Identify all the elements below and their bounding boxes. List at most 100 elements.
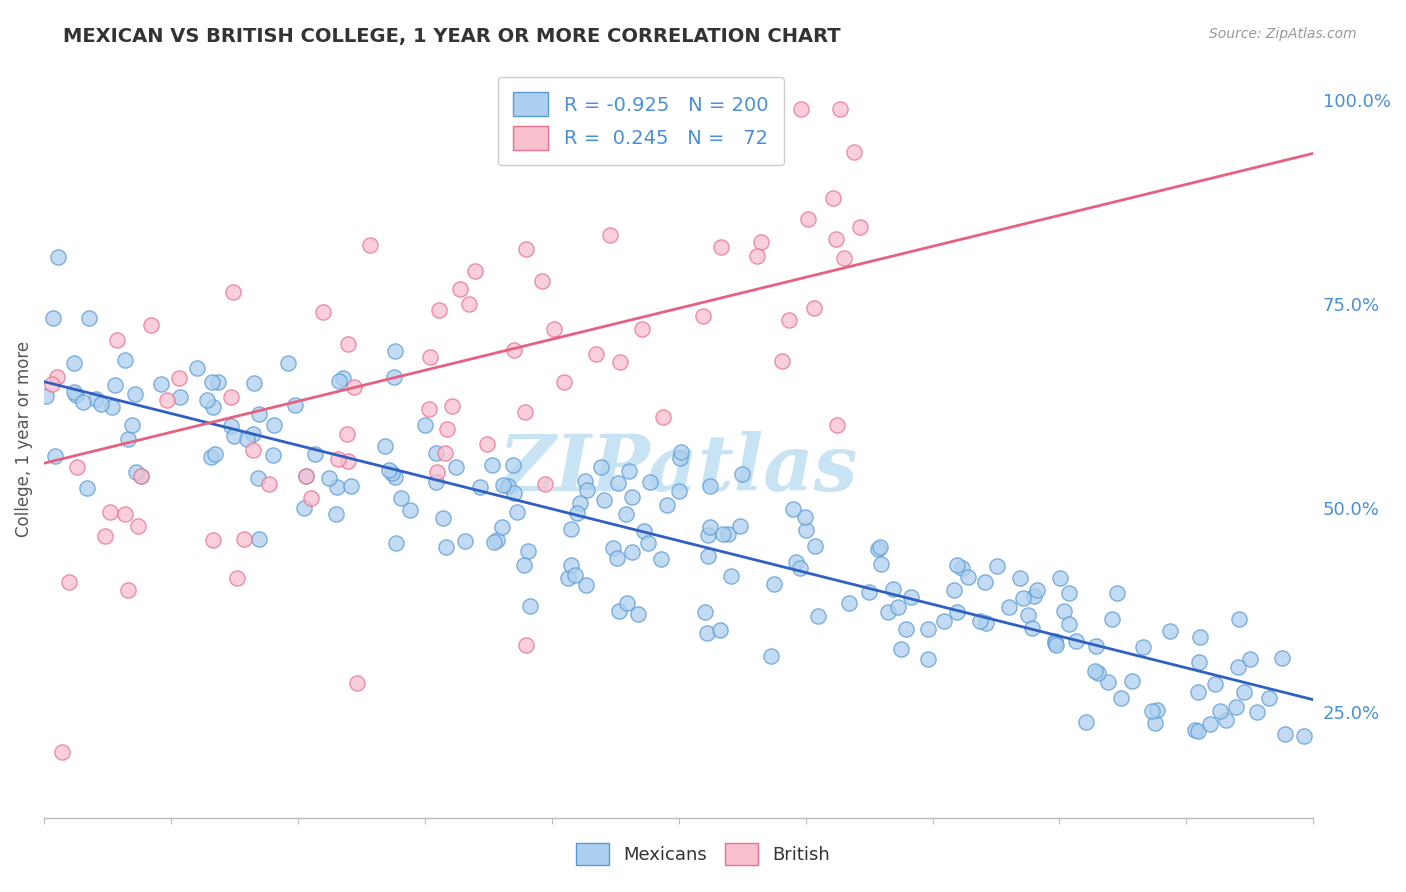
Point [222,429,245,443]
Point [65,388,87,402]
Point [1271,650,1294,665]
Point [534,477,557,491]
Point [384,344,406,359]
Point [633,524,655,538]
Point [127,519,149,533]
Point [63,355,86,369]
Point [1064,634,1087,648]
Point [1087,666,1109,681]
Point [247,532,270,546]
Point [950,561,973,575]
Point [606,475,628,490]
Point [41,377,63,392]
Point [222,285,245,299]
Point [425,446,447,460]
Point [150,377,173,392]
Point [515,638,537,652]
Point [219,391,242,405]
Point [1292,729,1315,743]
Point [900,590,922,604]
Point [458,297,481,311]
Point [328,374,350,388]
Point [242,442,264,457]
Point [804,539,827,553]
Point [896,622,918,636]
Point [838,596,860,610]
Point [444,460,467,475]
Point [384,470,406,484]
Point [869,557,891,571]
Point [129,469,152,483]
Point [710,240,733,254]
Point [695,605,717,619]
Point [468,479,491,493]
Point [943,583,966,598]
Point [1188,630,1211,644]
Point [325,480,347,494]
Point [762,576,785,591]
Point [76,481,98,495]
Point [384,370,406,384]
Point [332,371,354,385]
Y-axis label: College, 1 year or more: College, 1 year or more [15,341,32,537]
Point [124,387,146,401]
Text: ZIPatlas: ZIPatlas [499,431,859,508]
Point [77,310,100,325]
Point [156,392,179,407]
Point [627,607,650,621]
Point [720,569,742,583]
Point [616,596,638,610]
Point [868,541,890,556]
Point [481,458,503,473]
Point [519,599,541,613]
Point [560,522,582,536]
Point [337,454,360,468]
Point [969,614,991,628]
Point [201,533,224,548]
Point [453,533,475,548]
Point [1053,604,1076,618]
Point [513,558,536,573]
Point [385,536,408,550]
Point [1140,704,1163,718]
Point [789,102,811,116]
Point [1187,685,1209,699]
Text: MEXICAN VS BRITISH COLLEGE, 1 YEAR OR MORE CORRELATION CHART: MEXICAN VS BRITISH COLLEGE, 1 YEAR OR MO… [63,27,841,45]
Point [337,337,360,351]
Point [51,745,73,759]
Point [207,375,229,389]
Point [631,321,654,335]
Point [98,505,121,519]
Point [770,354,793,368]
Point [794,509,817,524]
Legend: Mexicans, British: Mexicans, British [567,834,839,874]
Point [246,471,269,485]
Point [42,311,65,326]
Point [620,490,643,504]
Point [84,392,107,407]
Point [236,432,259,446]
Point [564,568,586,582]
Point [247,407,270,421]
Point [832,251,855,265]
Point [304,447,326,461]
Point [696,626,718,640]
Point [169,371,191,385]
Point [589,460,612,475]
Point [44,449,66,463]
Point [433,446,456,460]
Point [62,385,84,400]
Point [515,242,537,256]
Point [94,529,117,543]
Point [90,397,112,411]
Point [503,486,526,500]
Point [973,574,995,589]
Point [1084,665,1107,679]
Point [789,561,811,575]
Point [482,535,505,549]
Point [638,475,661,490]
Point [339,479,361,493]
Point [593,493,616,508]
Point [807,609,830,624]
Point [1097,674,1119,689]
